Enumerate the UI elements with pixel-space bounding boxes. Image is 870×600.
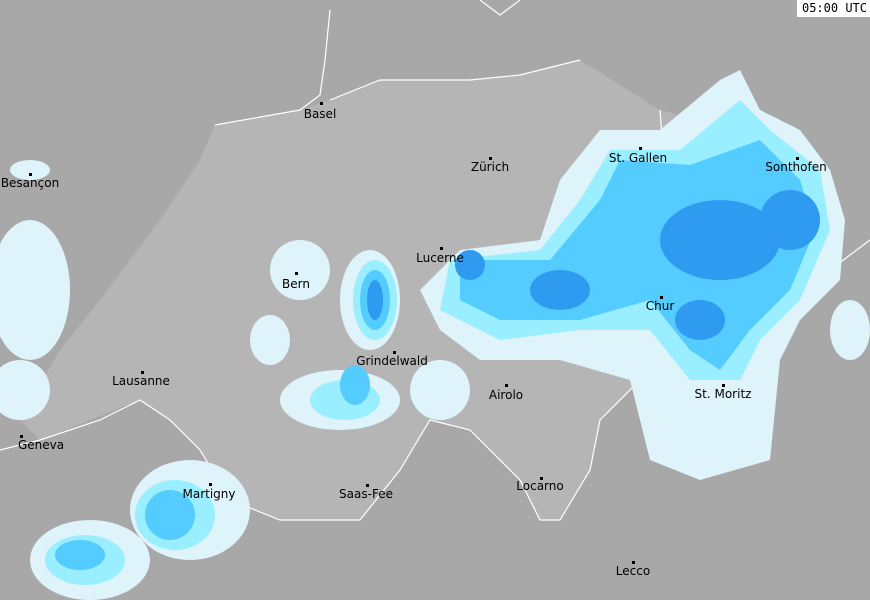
city-marker <box>29 173 32 176</box>
city-marker <box>209 483 212 486</box>
city-marker <box>489 157 492 160</box>
city-marker <box>295 272 298 275</box>
city-marker <box>141 371 144 374</box>
city-marker <box>505 384 508 387</box>
precipitation <box>0 70 870 600</box>
city-label-besancon: Besançon <box>0 176 60 190</box>
city-marker <box>393 351 396 354</box>
city-marker <box>632 561 635 564</box>
city-label-lausanne: Lausanne <box>112 374 170 388</box>
city-label-sonthofen: Sonthofen <box>765 160 827 174</box>
city-label-st-moritz: St. Moritz <box>694 387 752 401</box>
city-label-lucerne: Lucerne <box>416 251 464 265</box>
city-marker <box>320 102 323 105</box>
city-label-geneva: Geneva <box>17 438 65 452</box>
city-marker <box>440 247 443 250</box>
city-label-st-gallen: St. Gallen <box>608 151 668 165</box>
city-marker <box>20 435 23 438</box>
city-label-airolo: Airolo <box>488 388 524 402</box>
city-label-chur: Chur <box>645 299 675 313</box>
city-marker <box>660 296 663 299</box>
timestamp-label: 05:00 UTC <box>796 0 870 17</box>
city-label-basel: Basel <box>303 107 337 121</box>
city-marker <box>796 157 799 160</box>
city-label-bern: Bern <box>282 277 310 291</box>
city-label-saas-fee: Saas-Fee <box>339 487 393 501</box>
city-label-martigny: Martigny <box>182 487 236 501</box>
city-label-zurich: Zürich <box>470 160 510 174</box>
city-marker <box>722 384 725 387</box>
city-label-lecco: Lecco <box>615 564 651 578</box>
city-marker <box>540 477 543 480</box>
city-marker <box>639 147 642 150</box>
city-label-grindelwald: Grindelwald <box>356 354 428 368</box>
city-marker <box>366 484 369 487</box>
city-label-locarno: Locarno <box>516 479 564 493</box>
